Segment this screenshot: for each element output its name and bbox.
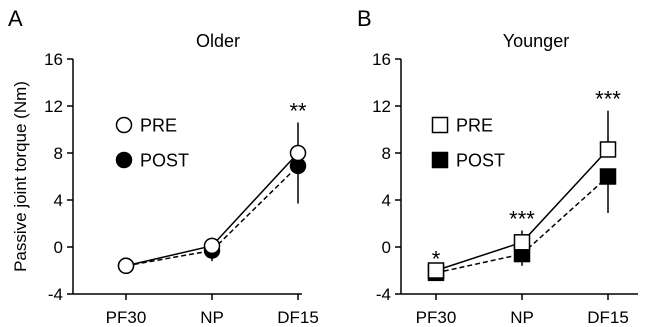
legend: PRE POST <box>431 116 505 171</box>
data-point-pre-df15 <box>289 144 307 162</box>
y-tick-label: -4 <box>48 285 63 304</box>
y-tick-label: 16 <box>372 50 391 69</box>
x-tick-label-df15: DF15 <box>587 308 629 327</box>
data-point-pre-df15 <box>599 141 617 158</box>
data-point-pre-np <box>203 237 221 255</box>
legend-label-post: POST <box>140 151 189 171</box>
x-tick-label-pf30: PF30 <box>416 308 457 327</box>
y-tick-label: 12 <box>372 97 391 116</box>
y-tick-label: 12 <box>44 97 63 116</box>
significance-marker: ** <box>289 98 307 123</box>
y-tick-label: 4 <box>382 191 391 210</box>
legend: PRE POST <box>115 116 189 171</box>
legend-marker-pre <box>115 116 133 134</box>
y-tick-label: 8 <box>382 144 391 163</box>
legend-label-pre: PRE <box>456 116 493 136</box>
y-tick-label: 4 <box>54 191 63 210</box>
y-tick-label: -4 <box>376 285 391 304</box>
y-tick-label: 0 <box>54 238 63 257</box>
y-tick-label: 16 <box>44 50 63 69</box>
panel-label: B <box>357 6 372 31</box>
panel-title: Older <box>196 31 240 51</box>
x-tick-label-np: NP <box>510 308 534 327</box>
y-tick-label: 0 <box>382 238 391 257</box>
chart-panel-a: A Older Passive joint torque (Nm) -4 0 4 8 12 16… <box>8 6 319 327</box>
y-tick-label: 8 <box>54 144 63 163</box>
data-point-post-df15 <box>599 168 617 185</box>
y-axis-label: Passive joint torque (Nm) <box>11 81 30 272</box>
legend-label-pre: PRE <box>140 116 177 136</box>
x-tick-label-df15: DF15 <box>277 308 319 327</box>
legend-marker-post <box>431 151 449 169</box>
legend-marker-post <box>115 151 133 169</box>
significance-marker: *** <box>595 87 621 112</box>
legend-marker-pre <box>431 116 449 134</box>
legend-label-post: POST <box>456 151 505 171</box>
panel-title: Younger <box>503 31 569 51</box>
x-tick-label-np: NP <box>200 308 224 327</box>
panel-label: A <box>8 6 23 31</box>
data-point-pre-pf30 <box>427 262 445 279</box>
significance-marker: *** <box>509 207 535 232</box>
data-point-pre-np <box>513 234 531 251</box>
data-point-pre-pf30 <box>117 257 135 275</box>
significance-marker: * <box>432 247 441 272</box>
x-tick-label-pf30: PF30 <box>106 308 147 327</box>
